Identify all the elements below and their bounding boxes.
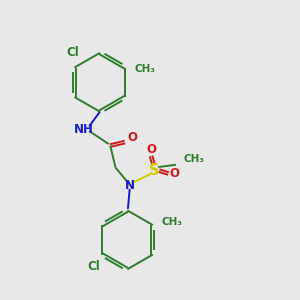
Text: CH₃: CH₃ — [183, 154, 204, 164]
Text: CH₃: CH₃ — [134, 64, 155, 74]
Text: O: O — [127, 131, 137, 144]
Text: O: O — [146, 143, 156, 157]
Text: Cl: Cl — [87, 260, 100, 273]
Text: S: S — [148, 163, 159, 178]
Text: O: O — [169, 167, 179, 180]
Text: NH: NH — [74, 123, 94, 136]
Text: CH₃: CH₃ — [162, 217, 183, 227]
Text: N: N — [125, 179, 135, 192]
Text: Cl: Cl — [67, 46, 79, 59]
